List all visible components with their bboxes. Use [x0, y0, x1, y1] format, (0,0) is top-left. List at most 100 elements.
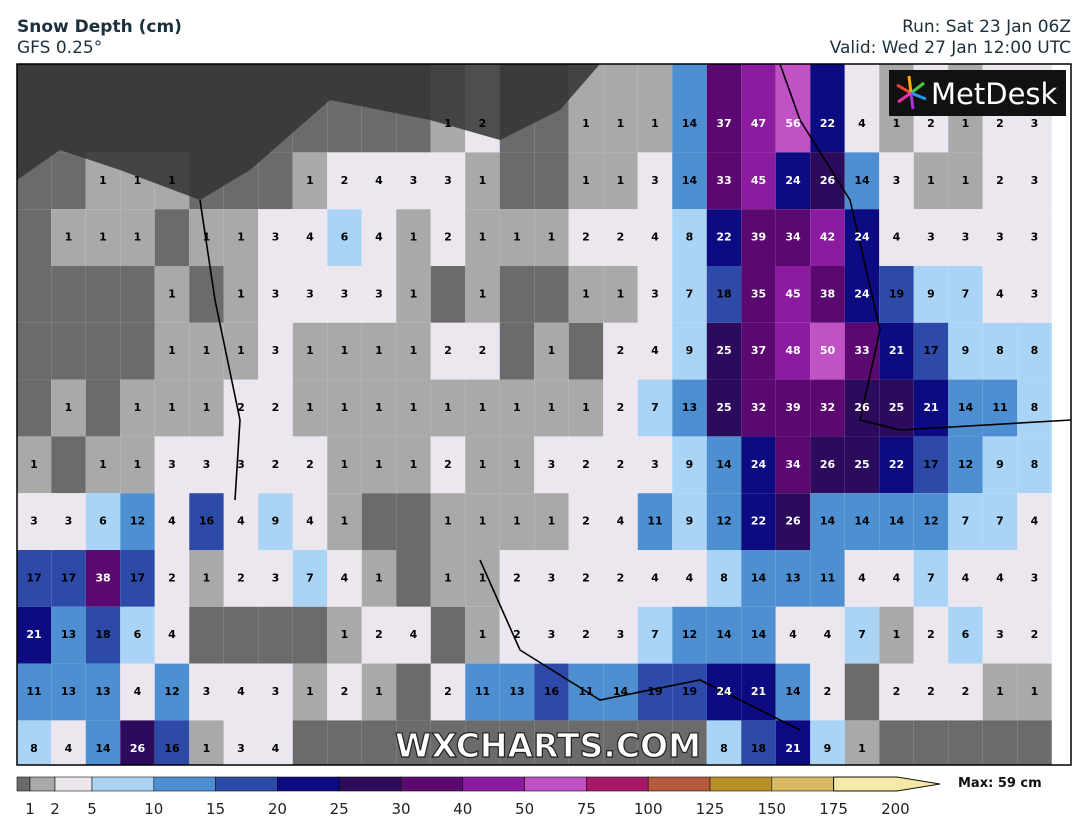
cell-label: 38 — [820, 287, 835, 300]
cell-label: 1 — [410, 458, 418, 471]
cell-label: 8 — [30, 742, 38, 755]
cell — [913, 606, 949, 664]
cell-label: 1 — [375, 685, 383, 698]
colorbar-label: 5 — [87, 800, 97, 818]
cell-label: 4 — [65, 742, 73, 755]
cell-label: 4 — [789, 628, 797, 641]
colorbar-segment — [833, 776, 941, 792]
cell-label: 24 — [785, 174, 801, 187]
cell — [189, 436, 224, 494]
cell-label: 1 — [444, 515, 452, 528]
cell — [844, 493, 880, 550]
cell — [223, 266, 259, 323]
cell-label: 3 — [651, 287, 659, 300]
cell-label: 3 — [237, 742, 245, 755]
cell-label: 45 — [785, 287, 800, 300]
colorbar-label: 15 — [206, 800, 225, 818]
cell — [223, 606, 259, 664]
cell — [672, 663, 707, 721]
cell — [189, 663, 224, 721]
cell — [51, 663, 86, 721]
cell — [948, 436, 983, 494]
cell — [1017, 436, 1052, 494]
cell — [672, 550, 707, 607]
cell-label: 2 — [617, 458, 625, 471]
cell-label: 2 — [617, 571, 625, 584]
cell — [327, 720, 362, 765]
cell-label: 4 — [375, 174, 383, 187]
cell-label: 11 — [820, 571, 835, 584]
cell — [844, 606, 880, 664]
cell-label: 3 — [1031, 117, 1039, 130]
cell — [85, 606, 121, 664]
cell-label: 4 — [341, 571, 349, 584]
cell — [706, 379, 742, 437]
colorbar-label: 50 — [515, 800, 534, 818]
cell-label: 3 — [341, 287, 349, 300]
cell — [810, 550, 845, 607]
cell-label: 1 — [582, 117, 590, 130]
cell-label: 1 — [410, 287, 418, 300]
cell — [706, 64, 742, 153]
cell-label: 4 — [272, 742, 280, 755]
cell-label: 2 — [927, 628, 935, 641]
cell-label: 3 — [272, 571, 280, 584]
cell-label: 1 — [237, 287, 245, 300]
cell — [85, 266, 121, 323]
cell — [948, 152, 983, 210]
cell-label: 1 — [375, 458, 383, 471]
cell-label: 1 — [134, 174, 142, 187]
cell — [672, 493, 707, 550]
cell-label: 3 — [272, 344, 280, 357]
cell-label: 4 — [237, 515, 245, 528]
cell-label: 3 — [996, 231, 1004, 244]
cell — [775, 209, 811, 266]
cell-label: 21 — [751, 685, 766, 698]
cell — [223, 379, 259, 437]
cell-label: 1 — [927, 174, 935, 187]
cell-label: 2 — [444, 458, 452, 471]
cell-label: 7 — [686, 287, 694, 300]
cell-label: 22 — [889, 458, 904, 471]
cell — [258, 379, 293, 437]
cell-label: 3 — [272, 685, 280, 698]
cell-label: 25 — [716, 401, 731, 414]
cell-label: 2 — [237, 571, 245, 584]
cell-label: 6 — [99, 515, 107, 528]
cell-label: 11 — [578, 685, 593, 698]
cell-label: 1 — [237, 344, 245, 357]
cell — [568, 209, 604, 266]
cell-label: 3 — [548, 571, 556, 584]
cell-label: 3 — [927, 231, 935, 244]
cell — [603, 493, 638, 550]
cell — [361, 663, 397, 721]
cell — [51, 379, 86, 437]
cell — [430, 493, 466, 550]
cell — [17, 209, 52, 266]
cell-label: 14 — [889, 515, 905, 528]
colorbar-label: 100 — [634, 800, 663, 818]
cell-label: 1 — [203, 401, 211, 414]
cell-label: 9 — [927, 287, 935, 300]
cell-label: 4 — [996, 571, 1004, 584]
cell — [465, 493, 500, 550]
colorbar-label: 30 — [391, 800, 410, 818]
cell — [17, 436, 52, 494]
cell — [568, 606, 604, 664]
cell — [879, 152, 914, 210]
cell — [258, 606, 293, 664]
cell-label: 1 — [410, 401, 418, 414]
cell-label: 1 — [617, 287, 625, 300]
cell-label: 45 — [751, 174, 766, 187]
cell — [982, 550, 1018, 607]
cell — [465, 720, 500, 765]
cell — [396, 606, 431, 664]
cell — [879, 266, 914, 323]
cell — [637, 322, 673, 380]
cell — [361, 550, 397, 607]
cell — [292, 436, 328, 494]
cell — [568, 322, 604, 380]
cell — [982, 720, 1018, 765]
cell — [327, 209, 362, 266]
cell — [879, 606, 914, 664]
